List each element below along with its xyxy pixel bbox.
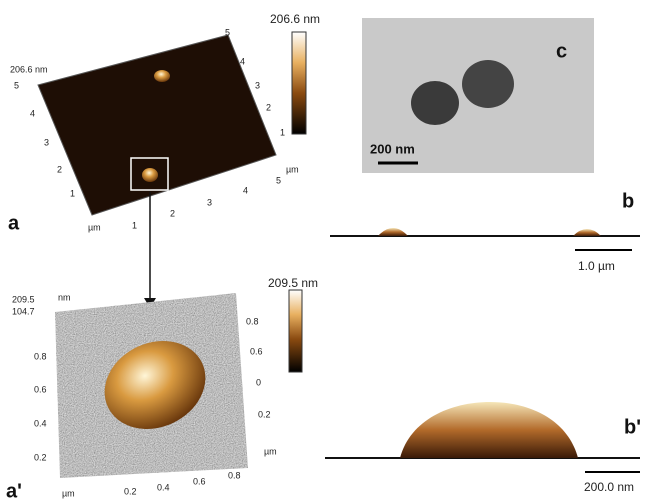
tick-label: 4 [30, 108, 35, 118]
panel-label: a' [6, 480, 22, 502]
tick-label: 2 [57, 164, 62, 174]
colorbar-label: 209.5 nm [268, 276, 318, 290]
particle [411, 81, 459, 125]
panel-label: c [556, 40, 567, 62]
panel-label: b [622, 190, 634, 212]
tick-label: 2 [266, 102, 271, 112]
selection-box [130, 157, 169, 191]
tick-label: 5 [276, 175, 281, 185]
tick-label: 1 [70, 188, 75, 198]
afm-surface [37, 34, 277, 216]
tick-label: 0.4 [157, 482, 170, 492]
particle [154, 70, 170, 82]
particle [104, 341, 206, 429]
tick-label: 4 [240, 56, 245, 66]
tick-label: 1 [280, 127, 285, 137]
tick-label: 0.6 [34, 384, 47, 394]
tick-label: 2 [170, 208, 175, 218]
tick-label: 3 [207, 197, 212, 207]
tick-label: 0 [256, 377, 261, 387]
axis-unit: µm [62, 488, 75, 498]
scale-label: 1.0 µm [578, 259, 615, 273]
tick-label: 0.8 [228, 470, 241, 480]
panel-label: b' [624, 416, 641, 438]
tick-label: 3 [255, 80, 260, 90]
tick-label: 5 [225, 27, 230, 37]
tick-label: 0.2 [258, 409, 271, 419]
axis-unit: µm [88, 222, 101, 232]
colorbar-label: 206.6 nm [270, 12, 320, 26]
tick-label: 0.6 [193, 476, 206, 486]
colorbar [291, 31, 307, 135]
tick-label: 0.8 [34, 351, 47, 361]
particle [142, 168, 158, 182]
particle-profile [378, 228, 408, 236]
tick-label: 0.2 [124, 486, 137, 496]
particle [462, 60, 514, 108]
tick-label: 3 [44, 137, 49, 147]
tick-label: 0.6 [250, 346, 263, 356]
tick-label: 0.2 [34, 452, 47, 462]
height-unit: nm [58, 292, 71, 302]
tick-label: 4 [243, 185, 248, 195]
colorbar [288, 289, 303, 373]
axis-unit: µm [286, 164, 299, 174]
tick-label: 5 [14, 80, 19, 90]
height-label: 206.6 nm [10, 64, 48, 74]
scale-label: 200 nm [370, 141, 415, 156]
tick-label: 1 [132, 220, 137, 230]
particle-profile [400, 402, 578, 458]
tick-label: 0.8 [246, 316, 259, 326]
panel-label: a [8, 212, 20, 234]
height-mid: 104.7 [12, 306, 35, 316]
particle-profile [573, 229, 601, 236]
scale-label: 200.0 nm [584, 480, 634, 494]
height-max: 209.5 [12, 294, 35, 304]
tick-label: 0.4 [34, 418, 47, 428]
axis-unit: µm [264, 446, 277, 456]
